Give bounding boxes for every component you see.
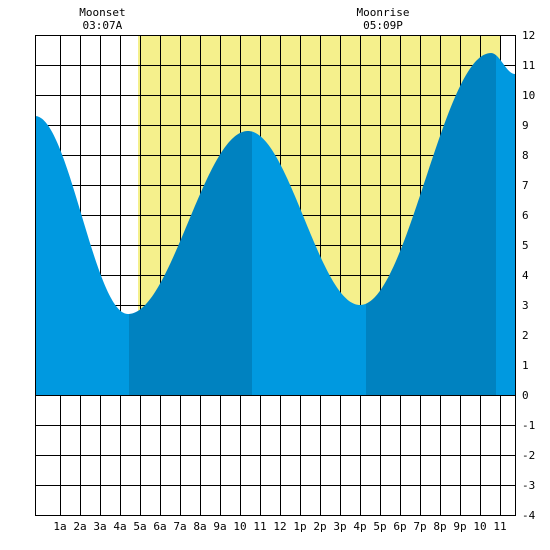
x-tick-label: 10 xyxy=(473,520,486,533)
y-tick-label: 2 xyxy=(522,329,529,342)
x-tick-label: 10 xyxy=(233,520,246,533)
x-tick-label: 6a xyxy=(153,520,166,533)
x-tick-label: 9p xyxy=(453,520,466,533)
x-tick-label: 8p xyxy=(433,520,446,533)
y-tick-label: -3 xyxy=(522,479,535,492)
y-tick-label: -4 xyxy=(522,509,536,522)
x-tick-label: 2p xyxy=(313,520,326,533)
annotation-label: Moonrise xyxy=(357,6,410,19)
x-tick-label: 1a xyxy=(53,520,66,533)
x-axis-labels: 1a 2a 3a 4a 5a 6a 7a 8a 9a 10 11 12 1p 2p 3p 4p 5p 6p 7p 8p… xyxy=(53,520,506,533)
x-tick-label: 8a xyxy=(193,520,206,533)
tide-segment-dark xyxy=(366,53,496,395)
tide-segment-light xyxy=(252,131,366,396)
x-tick-label: 11 xyxy=(253,520,266,533)
x-tick-label: 1p xyxy=(293,520,306,533)
y-tick-label: -2 xyxy=(522,449,535,462)
x-tick-label: 12 xyxy=(273,520,286,533)
x-tick-label: 5p xyxy=(373,520,386,533)
x-tick-label: 3a xyxy=(93,520,106,533)
annotation-label: Moonset xyxy=(79,6,125,19)
x-tick-label: 5a xyxy=(133,520,146,533)
x-tick-label: 11 xyxy=(493,520,506,533)
y-tick-label: 7 xyxy=(522,179,529,192)
y-tick-label: -1 xyxy=(522,419,535,432)
tide-area xyxy=(35,53,515,396)
x-tick-label: 6p xyxy=(393,520,406,533)
tide-segment-light xyxy=(35,116,129,395)
y-tick-label: 1 xyxy=(522,359,529,372)
x-tick-label: 7a xyxy=(173,520,186,533)
y-tick-label: 4 xyxy=(522,269,529,282)
x-tick-label: 7p xyxy=(413,520,426,533)
annotation-time: 05:09P xyxy=(363,19,403,32)
tide-segment-light xyxy=(496,55,515,396)
x-tick-label: 4p xyxy=(353,520,366,533)
x-tick-label: 3p xyxy=(333,520,346,533)
y-tick-label: 0 xyxy=(522,389,529,402)
y-tick-label: 10 xyxy=(522,89,535,102)
y-tick-label: 11 xyxy=(522,59,535,72)
tide-segment-dark xyxy=(129,131,252,395)
y-tick-label: 12 xyxy=(522,29,535,42)
y-tick-label: 8 xyxy=(522,149,529,162)
x-tick-label: 2a xyxy=(73,520,86,533)
y-tick-label: 5 xyxy=(522,239,529,252)
plot-frame xyxy=(35,35,516,516)
x-tick-label: 9a xyxy=(213,520,226,533)
x-tick-label: 4a xyxy=(113,520,126,533)
y-tick-label: 6 xyxy=(522,209,529,222)
y-tick-label: 3 xyxy=(522,299,529,312)
annotation-time: 03:07A xyxy=(83,19,123,32)
y-tick-label: 9 xyxy=(522,119,529,132)
